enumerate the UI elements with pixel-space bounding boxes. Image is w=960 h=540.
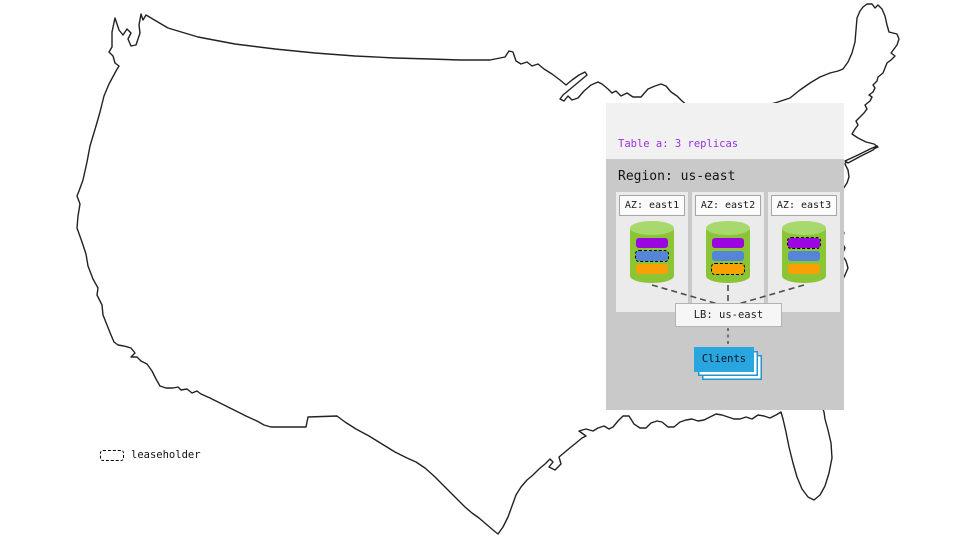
az-east3-label: AZ: east3 — [771, 195, 837, 216]
database-cylinder-icon — [630, 221, 674, 283]
replica-bar-index-a — [712, 251, 744, 261]
region-title: Region: us-east — [618, 169, 736, 184]
az-east1-label: AZ: east1 — [619, 195, 685, 216]
us-east-topology-panel: Table a: 3 replicas Index a: 3 replicas … — [606, 103, 844, 410]
replica-bar-table-b — [636, 264, 668, 274]
replica-bar-index-a-leaseholder — [635, 250, 669, 262]
replica-bars — [782, 237, 826, 277]
replica-bar-table-b — [788, 264, 820, 274]
az-east2-label: AZ: east2 — [695, 195, 761, 216]
replica-bar-table-a — [712, 238, 744, 248]
replica-bar-table-a-leaseholder — [787, 237, 821, 249]
az-row: AZ: east1 AZ: east2 — [616, 192, 840, 312]
leaseholder-swatch-icon — [100, 449, 124, 461]
database-cylinder-icon — [706, 221, 750, 283]
load-balancer-box: LB: us-east — [675, 303, 782, 327]
replica-legend: Table a: 3 replicas Index a: 3 replicas … — [606, 103, 844, 231]
leaseholder-label: leaseholder — [131, 449, 201, 461]
replica-bar-table-b-leaseholder — [711, 263, 745, 275]
leaseholder-legend: leaseholder — [100, 449, 201, 461]
connector-lines — [651, 284, 805, 346]
replica-bar-table-a — [636, 238, 668, 248]
clients-box: Clients — [694, 347, 754, 372]
az-east2: AZ: east2 — [692, 192, 764, 312]
replica-bars — [630, 238, 674, 277]
az-east3: AZ: east3 — [768, 192, 840, 312]
database-cylinder-icon — [782, 221, 826, 283]
region-box: Region: us-east AZ: east1 AZ: east2 — [606, 159, 844, 410]
az-east1: AZ: east1 — [616, 192, 688, 312]
replica-bar-index-a — [788, 251, 820, 261]
long-island-outline — [844, 145, 878, 164]
replica-bars — [706, 238, 750, 277]
legend-table-a: Table a: 3 replicas — [618, 138, 739, 150]
